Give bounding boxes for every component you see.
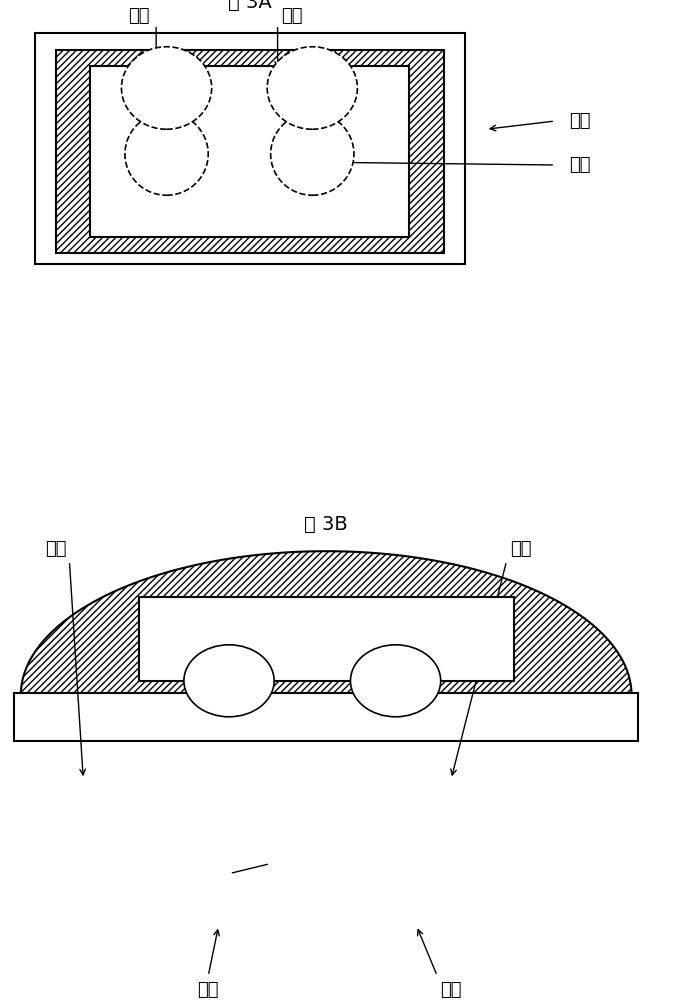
Polygon shape (21, 551, 632, 695)
Text: 底胶: 底胶 (128, 7, 149, 25)
Ellipse shape (350, 645, 441, 717)
Text: 器件: 器件 (441, 981, 462, 999)
Ellipse shape (121, 47, 212, 129)
Text: 图 3B: 图 3B (304, 515, 348, 534)
Ellipse shape (184, 645, 274, 717)
Text: 器件: 器件 (281, 7, 302, 25)
Text: 图 3A: 图 3A (228, 0, 272, 12)
Text: 焉点: 焉点 (198, 981, 219, 999)
Text: 基板: 基板 (569, 112, 591, 130)
Ellipse shape (271, 113, 354, 195)
Ellipse shape (267, 47, 357, 129)
Bar (14, 693, 638, 741)
Bar (56, 49, 444, 253)
Bar (139, 597, 514, 681)
Text: 焉球: 焉球 (569, 156, 591, 174)
Bar (35, 33, 465, 264)
Text: 基板: 基板 (510, 540, 531, 558)
Bar (90, 66, 409, 236)
Ellipse shape (125, 113, 208, 195)
Text: 底胶: 底胶 (45, 540, 66, 558)
